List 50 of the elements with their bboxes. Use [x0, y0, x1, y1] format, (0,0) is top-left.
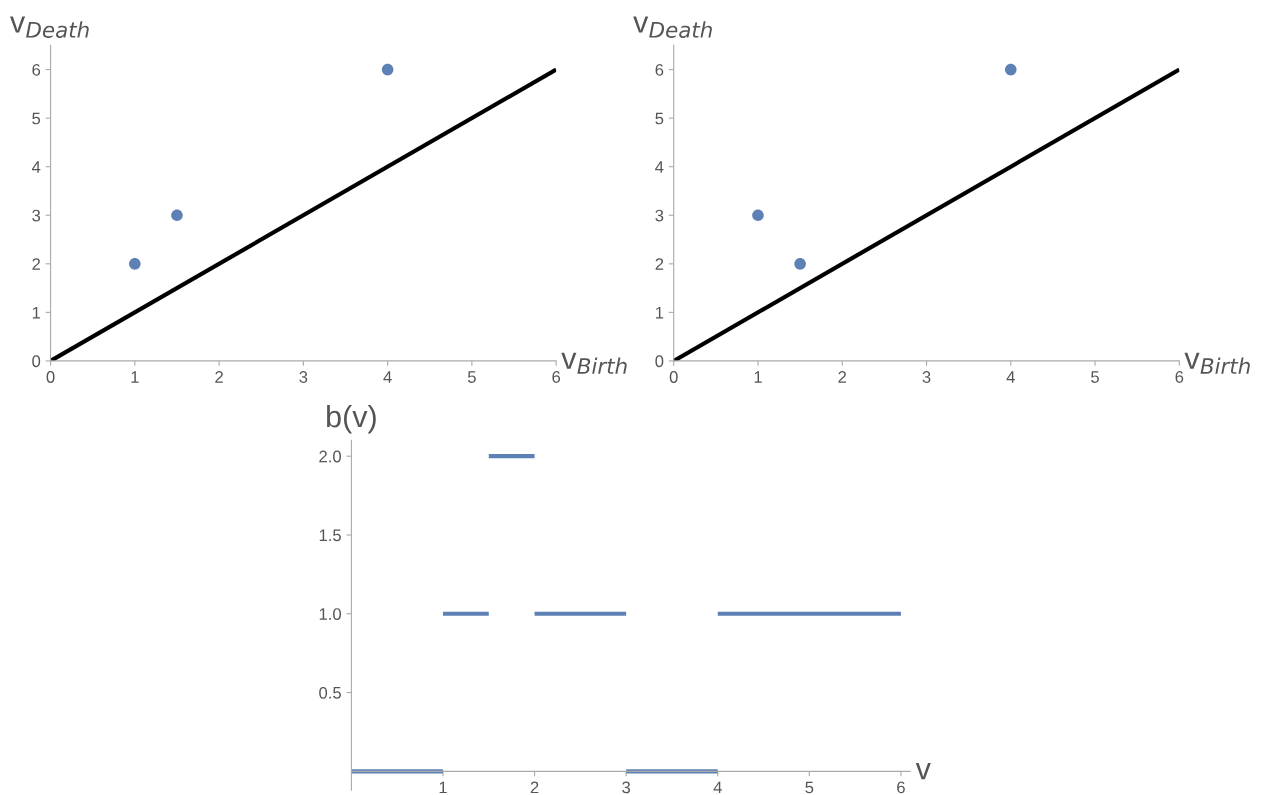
y-tick-label: 3: [655, 209, 664, 222]
x-tick-label: 2: [838, 371, 847, 383]
y-tick-label: 2: [32, 258, 40, 270]
y-tick-label: 1: [655, 306, 664, 319]
y-tick-label: 0: [32, 355, 41, 368]
y-tick-label: 4: [31, 161, 41, 173]
x-tick-label: 1: [439, 781, 447, 794]
point: [129, 258, 141, 270]
y-tick-label: 5: [32, 112, 41, 125]
y-tick-label: 0.5: [319, 686, 341, 699]
x-tick-label: 3: [622, 781, 631, 794]
y-tick-label: 1.0: [319, 608, 342, 620]
point: [752, 209, 764, 222]
y-tick-label: 2: [655, 258, 664, 270]
y-tick-label: 2.0: [319, 450, 342, 463]
x-tick-label: 2: [530, 781, 539, 794]
x-axis-title: v$_{Birth}$: [561, 352, 627, 374]
x-axis-title: v: [915, 763, 931, 780]
y-axis-title: b(v): [327, 404, 376, 434]
x-tick-label: 4: [1006, 371, 1015, 383]
x-tick-label: 4: [383, 371, 392, 383]
x-tick-label: 1: [754, 371, 762, 383]
x-tick-label: 0: [669, 371, 678, 383]
point: [794, 258, 806, 270]
x-tick-label: 1: [131, 371, 139, 383]
y-tick-label: 6: [655, 63, 664, 76]
y-tick-label: 1.5: [319, 529, 341, 542]
x-tick-label: 2: [215, 371, 223, 383]
point: [1004, 63, 1017, 76]
x-tick-label: 4: [713, 781, 722, 794]
y-tick-label: 4: [655, 161, 664, 173]
y-tick-label: 1: [32, 306, 41, 319]
x-axis-title: v$_{Birth}$: [1184, 352, 1250, 374]
x-tick-label: 6: [897, 781, 905, 794]
x-tick-label: 6: [552, 371, 561, 383]
y-axis-title: v$_{Death}$: [633, 16, 712, 38]
x-tick-label: 0: [46, 371, 55, 383]
y-tick-label: 6: [32, 63, 41, 76]
point: [381, 63, 394, 76]
y-tick-label: 3: [32, 209, 41, 222]
y-axis-title: v$_{Death}$: [10, 16, 89, 38]
x-tick-label: 3: [299, 371, 308, 383]
x-tick-label: 5: [805, 781, 814, 794]
x-tick-label: 3: [922, 371, 931, 383]
x-tick-label: 5: [467, 371, 476, 383]
point: [171, 209, 183, 222]
x-tick-label: 5: [1091, 371, 1099, 383]
y-tick-label: 0: [655, 355, 664, 368]
y-tick-label: 5: [655, 112, 664, 125]
x-tick-label: 6: [1175, 371, 1184, 383]
